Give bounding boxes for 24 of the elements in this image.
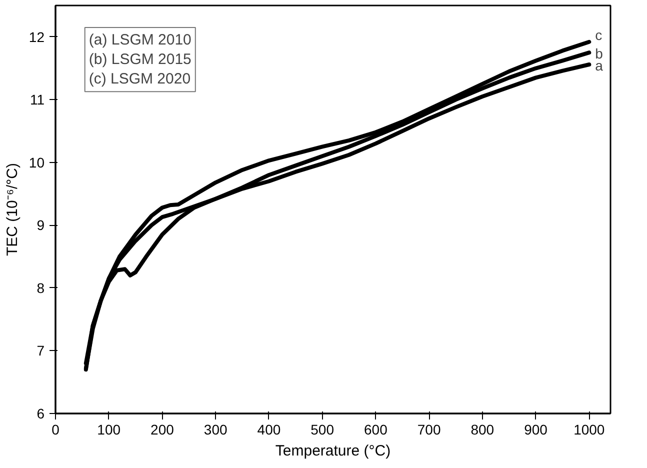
y-tick-label: 9 [36, 217, 45, 234]
x-tick-label: 700 [417, 422, 441, 438]
x-tick-label: 200 [150, 422, 174, 438]
x-tick-label: 500 [310, 422, 334, 438]
x-tick-label: 800 [470, 422, 494, 438]
y-tick-label: 11 [30, 92, 45, 108]
y-tick-label: 7 [36, 342, 45, 359]
x-tick-label: 900 [524, 422, 548, 438]
series-label: c [595, 26, 602, 43]
x-axis-title: Temperature (°C) [275, 442, 391, 460]
x-tick-label: 400 [257, 422, 281, 438]
x-tick-label: 100 [97, 422, 121, 438]
annotation: (c) LSGM 2020 [88, 70, 191, 88]
annotation: (b) LSGM 2015 [88, 51, 192, 68]
y-tick-label: 6 [36, 406, 45, 422]
x-tick-label: 600 [364, 422, 388, 438]
x-tick-label: 1000 [574, 422, 605, 438]
x-tick-label: 0 [52, 422, 60, 438]
y-tick-label: 10 [28, 154, 45, 170]
y-axis-title: TEC (10⁻⁶/°C) [4, 162, 21, 256]
y-tick-label: 12 [28, 28, 45, 45]
x-tick-label: 300 [204, 422, 228, 438]
y-tick-label: 8 [36, 280, 45, 296]
annotation: (a) LSGM 2010 [88, 31, 192, 48]
